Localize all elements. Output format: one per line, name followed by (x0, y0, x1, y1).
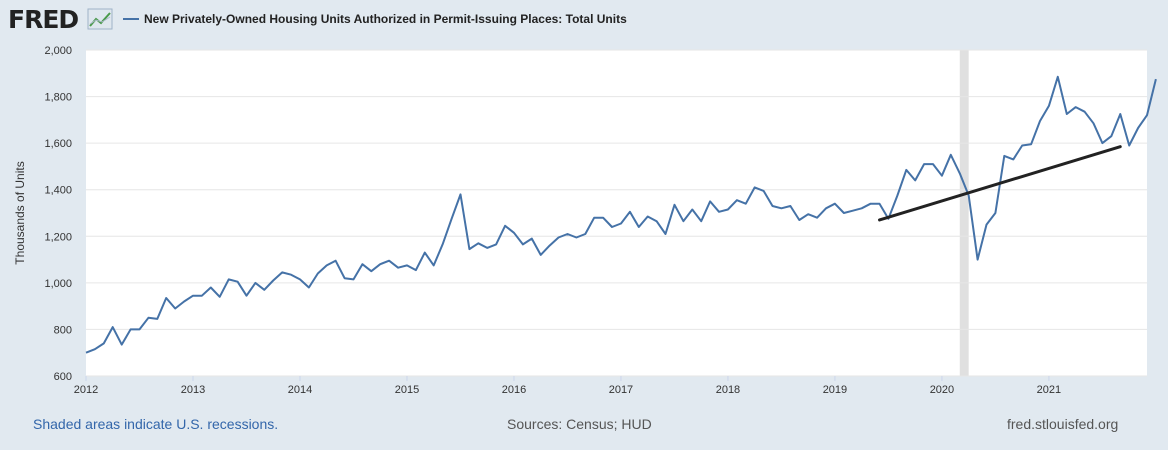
x-tick-label-1: 2013 (181, 384, 205, 396)
x-tick-label-9: 2021 (1037, 384, 1061, 396)
y-axis-ticks: 600 800 1,000 1,200 1,400 1,600 1,800 2,000 (44, 45, 72, 383)
recession-note[interactable]: Shaded areas indicate U.S. recessions. (33, 416, 279, 432)
x-tick-label-5: 2017 (609, 384, 633, 396)
y-tick-label-2: 1,000 (44, 278, 72, 290)
recession-band-0 (959, 50, 969, 376)
fred-logo-text: FRED (8, 5, 78, 34)
y-tick-label-7: 2,000 (44, 45, 72, 57)
sources-note: Sources: Census; HUD (507, 416, 652, 432)
gridlines (86, 49, 1147, 377)
plot-area (86, 50, 1147, 376)
x-axis-ticks: 2012 2013 2014 2015 2016 2017 2018 2019 2020 2021 (74, 376, 1061, 396)
fred-chart-icon (87, 8, 113, 30)
trend-line-0 (878, 145, 1122, 222)
site-link[interactable]: fred.stlouisfed.org (1007, 416, 1119, 432)
annotation-layer (878, 145, 1122, 222)
x-tick-label-0: 2012 (74, 384, 98, 396)
x-tick-label-4: 2016 (502, 384, 526, 396)
x-tick-label-3: 2015 (395, 384, 419, 396)
recession-bands (959, 50, 969, 376)
legend-label[interactable]: New Privately-Owned Housing Units Author… (144, 12, 627, 26)
y-tick-label-5: 1,600 (44, 138, 72, 150)
y-axis-label: Thousands of Units (13, 161, 27, 264)
x-tick-label-6: 2018 (716, 384, 740, 396)
x-tick-label-8: 2020 (930, 384, 954, 396)
y-tick-label-3: 1,200 (44, 231, 72, 243)
series-layer[interactable] (85, 75, 1157, 354)
fred-logo[interactable]: FRED (8, 5, 113, 34)
x-tick-label-7: 2019 (823, 384, 847, 396)
series-line-0[interactable] (85, 75, 1157, 354)
y-tick-label-4: 1,400 (44, 185, 72, 197)
y-tick-label-6: 1,800 (44, 92, 72, 104)
y-tick-label-0: 600 (54, 371, 72, 383)
x-tick-label-2: 2014 (288, 384, 312, 396)
y-tick-label-1: 800 (54, 324, 72, 336)
